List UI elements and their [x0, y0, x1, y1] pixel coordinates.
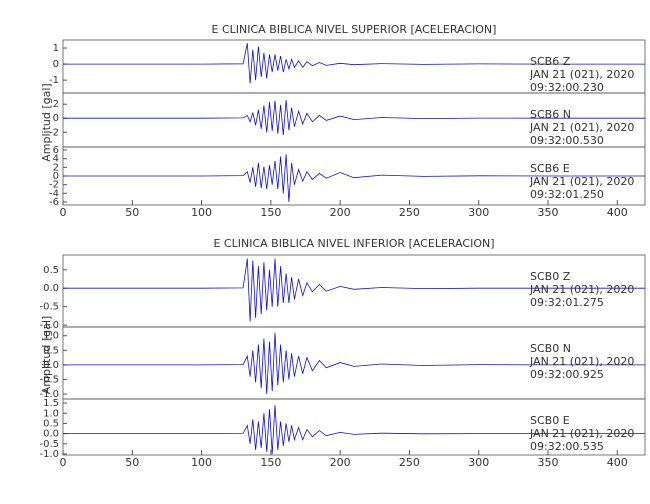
- x-tick-label: 100: [191, 456, 212, 469]
- panel-frame: [62, 398, 646, 456]
- x-tick-label: 400: [607, 206, 628, 219]
- x-tick-label: 350: [538, 206, 559, 219]
- trace-label: 09:32:01.275: [530, 296, 604, 309]
- y-tick-label: 2: [53, 99, 59, 110]
- y-tick-label: -4: [49, 188, 59, 199]
- y-tick-label: 1.5: [43, 398, 59, 409]
- waveform: [63, 258, 645, 322]
- waveform: [63, 332, 645, 395]
- y-tick-label: -2: [49, 180, 59, 191]
- y-tick-label: -1.0: [39, 320, 59, 331]
- chart-title: E CLINICA BIBLICA NIVEL SUPERIOR [ACELER…: [212, 23, 497, 36]
- trace-label: SCB6 N: [530, 108, 571, 121]
- y-tick-label: -1.0: [39, 389, 59, 400]
- x-tick-label: 300: [468, 456, 489, 469]
- y-tick-label: 0.5: [43, 265, 59, 276]
- x-tick-label: 300: [468, 206, 489, 219]
- trace-label: 09:32:00.230: [530, 81, 604, 94]
- x-tick-label: 250: [399, 456, 420, 469]
- y-tick-label: -1: [49, 75, 59, 86]
- y-tick-label: -0.5: [39, 374, 59, 385]
- y-tick-label: 1.0: [43, 331, 59, 342]
- y-tick-label: 0.0: [43, 283, 59, 294]
- trace-label: SCB0 N: [530, 342, 571, 355]
- y-tick-label: 0.5: [43, 345, 59, 356]
- y-tick-label: 4: [53, 154, 59, 165]
- y-axis-label: Amplitud [gal]: [40, 83, 53, 161]
- trace-label: JAN 21 (021), 2020: [529, 68, 634, 81]
- y-tick-label: -6: [49, 197, 59, 208]
- y-tick-label: 0: [53, 171, 59, 182]
- y-tick-label: 0.0: [43, 360, 59, 371]
- x-tick-label: 150: [260, 456, 281, 469]
- trace-label: 09:32:01.250: [530, 188, 604, 201]
- y-tick-label: 6: [53, 145, 59, 156]
- trace-label: JAN 21 (021), 2020: [529, 121, 634, 134]
- y-tick-label: -0.5: [39, 302, 59, 313]
- y-tick-label: 1.0: [43, 408, 59, 419]
- y-tick-label: 0: [53, 59, 59, 70]
- x-tick-label: 350: [538, 456, 559, 469]
- y-tick-label: 1: [53, 43, 59, 54]
- x-tick-label: 400: [607, 456, 628, 469]
- y-tick-label: 2: [53, 162, 59, 173]
- x-tick-label: 50: [125, 206, 139, 219]
- trace-label: SCB0 Z: [530, 270, 571, 283]
- waveform: [63, 99, 645, 136]
- waveform: [63, 43, 645, 84]
- y-tick-label: 0.5: [43, 418, 59, 429]
- trace-label: 09:32:00.925: [530, 368, 604, 381]
- trace-label: JAN 21 (021), 2020: [529, 175, 634, 188]
- y-tick-label: 0: [53, 113, 59, 124]
- x-tick-label: 0: [60, 456, 67, 469]
- x-tick-label: 200: [330, 206, 351, 219]
- x-tick-label: 50: [125, 456, 139, 469]
- x-tick-label: 150: [260, 206, 281, 219]
- waveform: [63, 405, 645, 455]
- trace-label: JAN 21 (021), 2020: [529, 283, 634, 296]
- trace-label: 09:32:00.535: [530, 440, 604, 453]
- waveform: [63, 154, 645, 203]
- x-tick-label: 250: [399, 206, 420, 219]
- y-tick-label: -2: [49, 127, 59, 138]
- y-tick-label: 0.0: [43, 429, 59, 440]
- chart-title: E CLINICA BIBLICA NIVEL INFERIOR [ACELER…: [213, 237, 494, 250]
- y-axis-label: Amplitud [gal]: [40, 316, 53, 394]
- y-tick-label: -1.0: [39, 449, 59, 460]
- x-tick-label: 200: [330, 456, 351, 469]
- x-tick-label: 0: [60, 206, 67, 219]
- trace-label: SCB0 E: [530, 414, 570, 427]
- trace-label: JAN 21 (021), 2020: [529, 427, 634, 440]
- trace-label: SCB6 Z: [530, 55, 571, 68]
- y-tick-label: -0.5: [39, 439, 59, 450]
- trace-label: JAN 21 (021), 2020: [529, 355, 634, 368]
- trace-label: SCB6 E: [530, 162, 570, 175]
- trace-label: 09:32:00.530: [530, 134, 604, 147]
- x-tick-label: 100: [191, 206, 212, 219]
